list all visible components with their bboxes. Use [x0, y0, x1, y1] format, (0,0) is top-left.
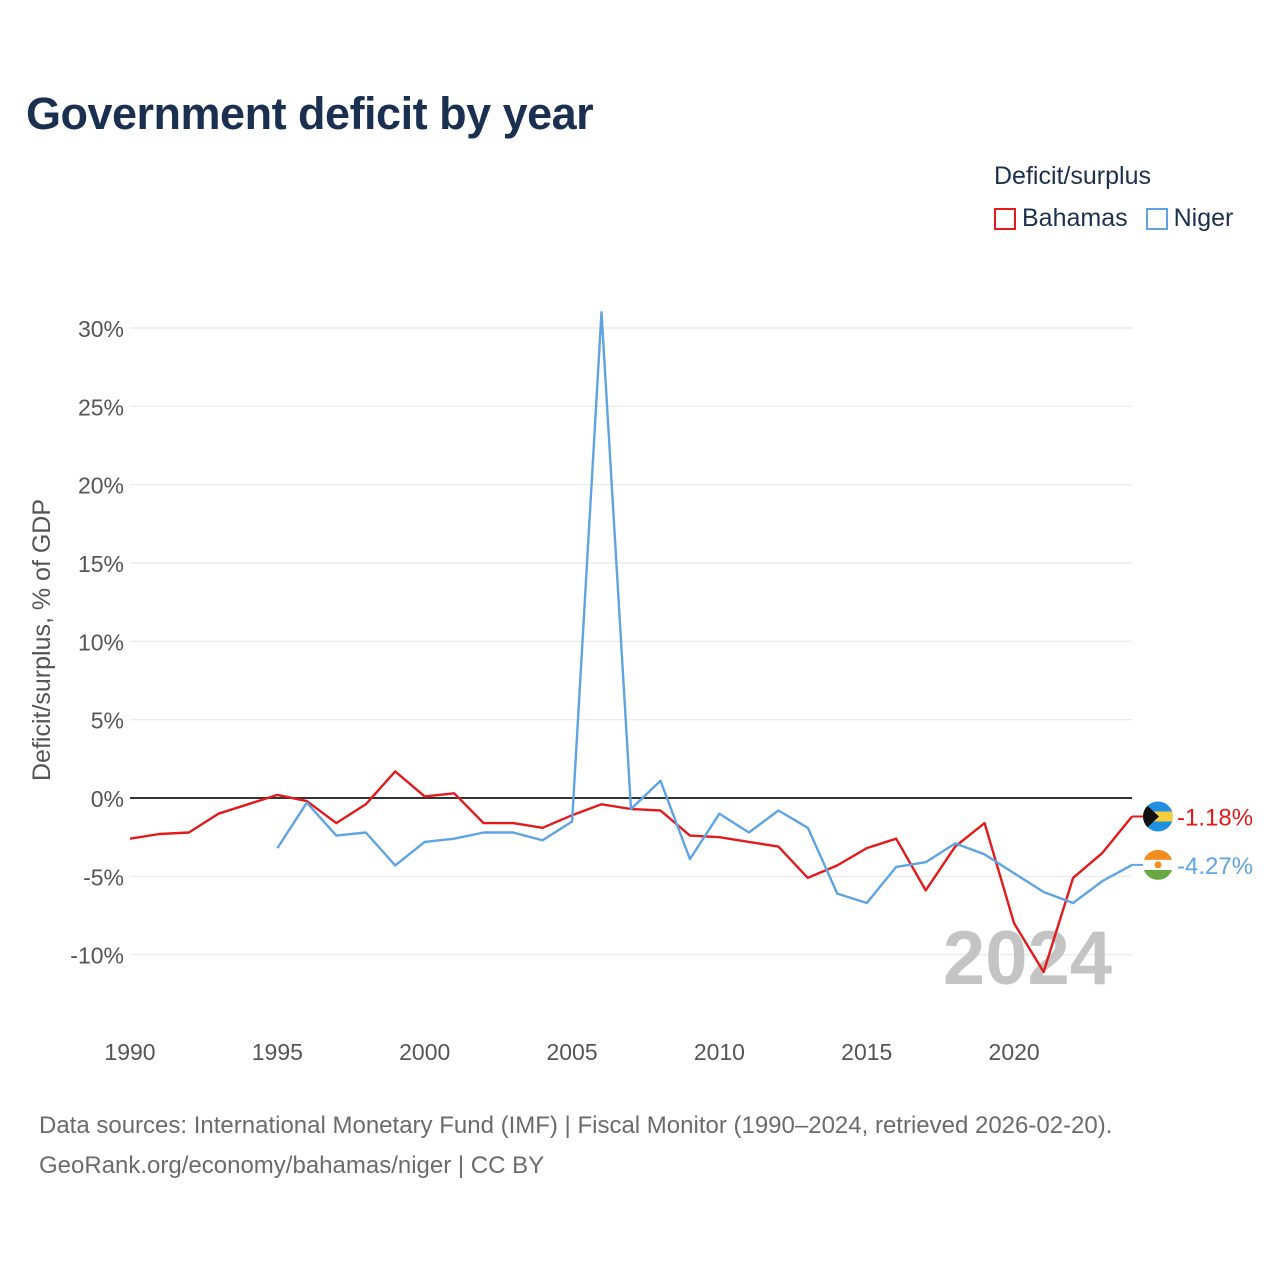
footer-credit: GeoRank.org/economy/bahamas/niger | CC B… — [39, 1152, 545, 1179]
y-tick-label: 10% — [78, 629, 124, 655]
series-line-bahamas[interactable] — [129, 770, 1133, 974]
footer: Data sources: International Monetary Fun… — [39, 1106, 1112, 1186]
series-lines — [129, 311, 1133, 974]
x-tick-label: 2015 — [841, 1039, 892, 1065]
legend-swatch-bahamas — [994, 207, 1016, 230]
grid-lines — [130, 327, 1132, 956]
legend: Bahamas Niger — [994, 204, 1251, 233]
y-tick-label: 15% — [78, 551, 124, 577]
end-label-bahamas: -1.18% — [1177, 804, 1253, 831]
x-tick-label: 2010 — [694, 1039, 745, 1065]
y-tick-label: 5% — [91, 708, 124, 734]
x-tick-label: 2005 — [546, 1039, 597, 1065]
legend-item-bahamas[interactable]: Bahamas — [994, 204, 1128, 233]
y-tick-label: 0% — [91, 786, 124, 812]
y-axis-label: Deficit/surplus, % of GDP — [28, 499, 56, 781]
legend-item-niger[interactable]: Niger — [1145, 204, 1234, 233]
x-tick-label: 2000 — [399, 1039, 450, 1065]
y-tick-label: -10% — [70, 943, 124, 969]
legend-title: Deficit/surplus — [994, 162, 1151, 190]
y-tick-label: 20% — [78, 473, 124, 499]
series-line-niger[interactable] — [276, 311, 1133, 905]
year-watermark: 2024 — [943, 916, 1112, 1001]
x-tick-label: 1990 — [104, 1039, 155, 1065]
legend-swatch-niger — [1145, 207, 1168, 230]
legend-label-niger: Niger — [1173, 204, 1234, 232]
y-tick-label: 30% — [78, 316, 124, 342]
end-label-niger: -4.27% — [1177, 853, 1253, 880]
x-tick-label: 1995 — [252, 1039, 303, 1065]
y-tick-label: 25% — [78, 394, 124, 420]
x-tick-label: 2020 — [989, 1039, 1040, 1065]
footer-sources: Data sources: International Monetary Fun… — [39, 1112, 1113, 1139]
chart-title: Government deficit by year — [26, 88, 594, 139]
legend-label-bahamas: Bahamas — [1022, 204, 1128, 232]
end-markers: -1.18% -4.27% — [1132, 801, 1253, 880]
y-tick-label: -5% — [83, 864, 124, 890]
flag-niger — [1132, 849, 1173, 880]
y-axis-ticks: 30% 25% 20% 15% 10% 5% 0% -5% -10% — [70, 316, 124, 969]
x-axis-ticks: 1990 1995 2000 2005 2010 2015 2020 — [104, 1039, 1039, 1065]
flag-bahamas — [1132, 801, 1173, 832]
